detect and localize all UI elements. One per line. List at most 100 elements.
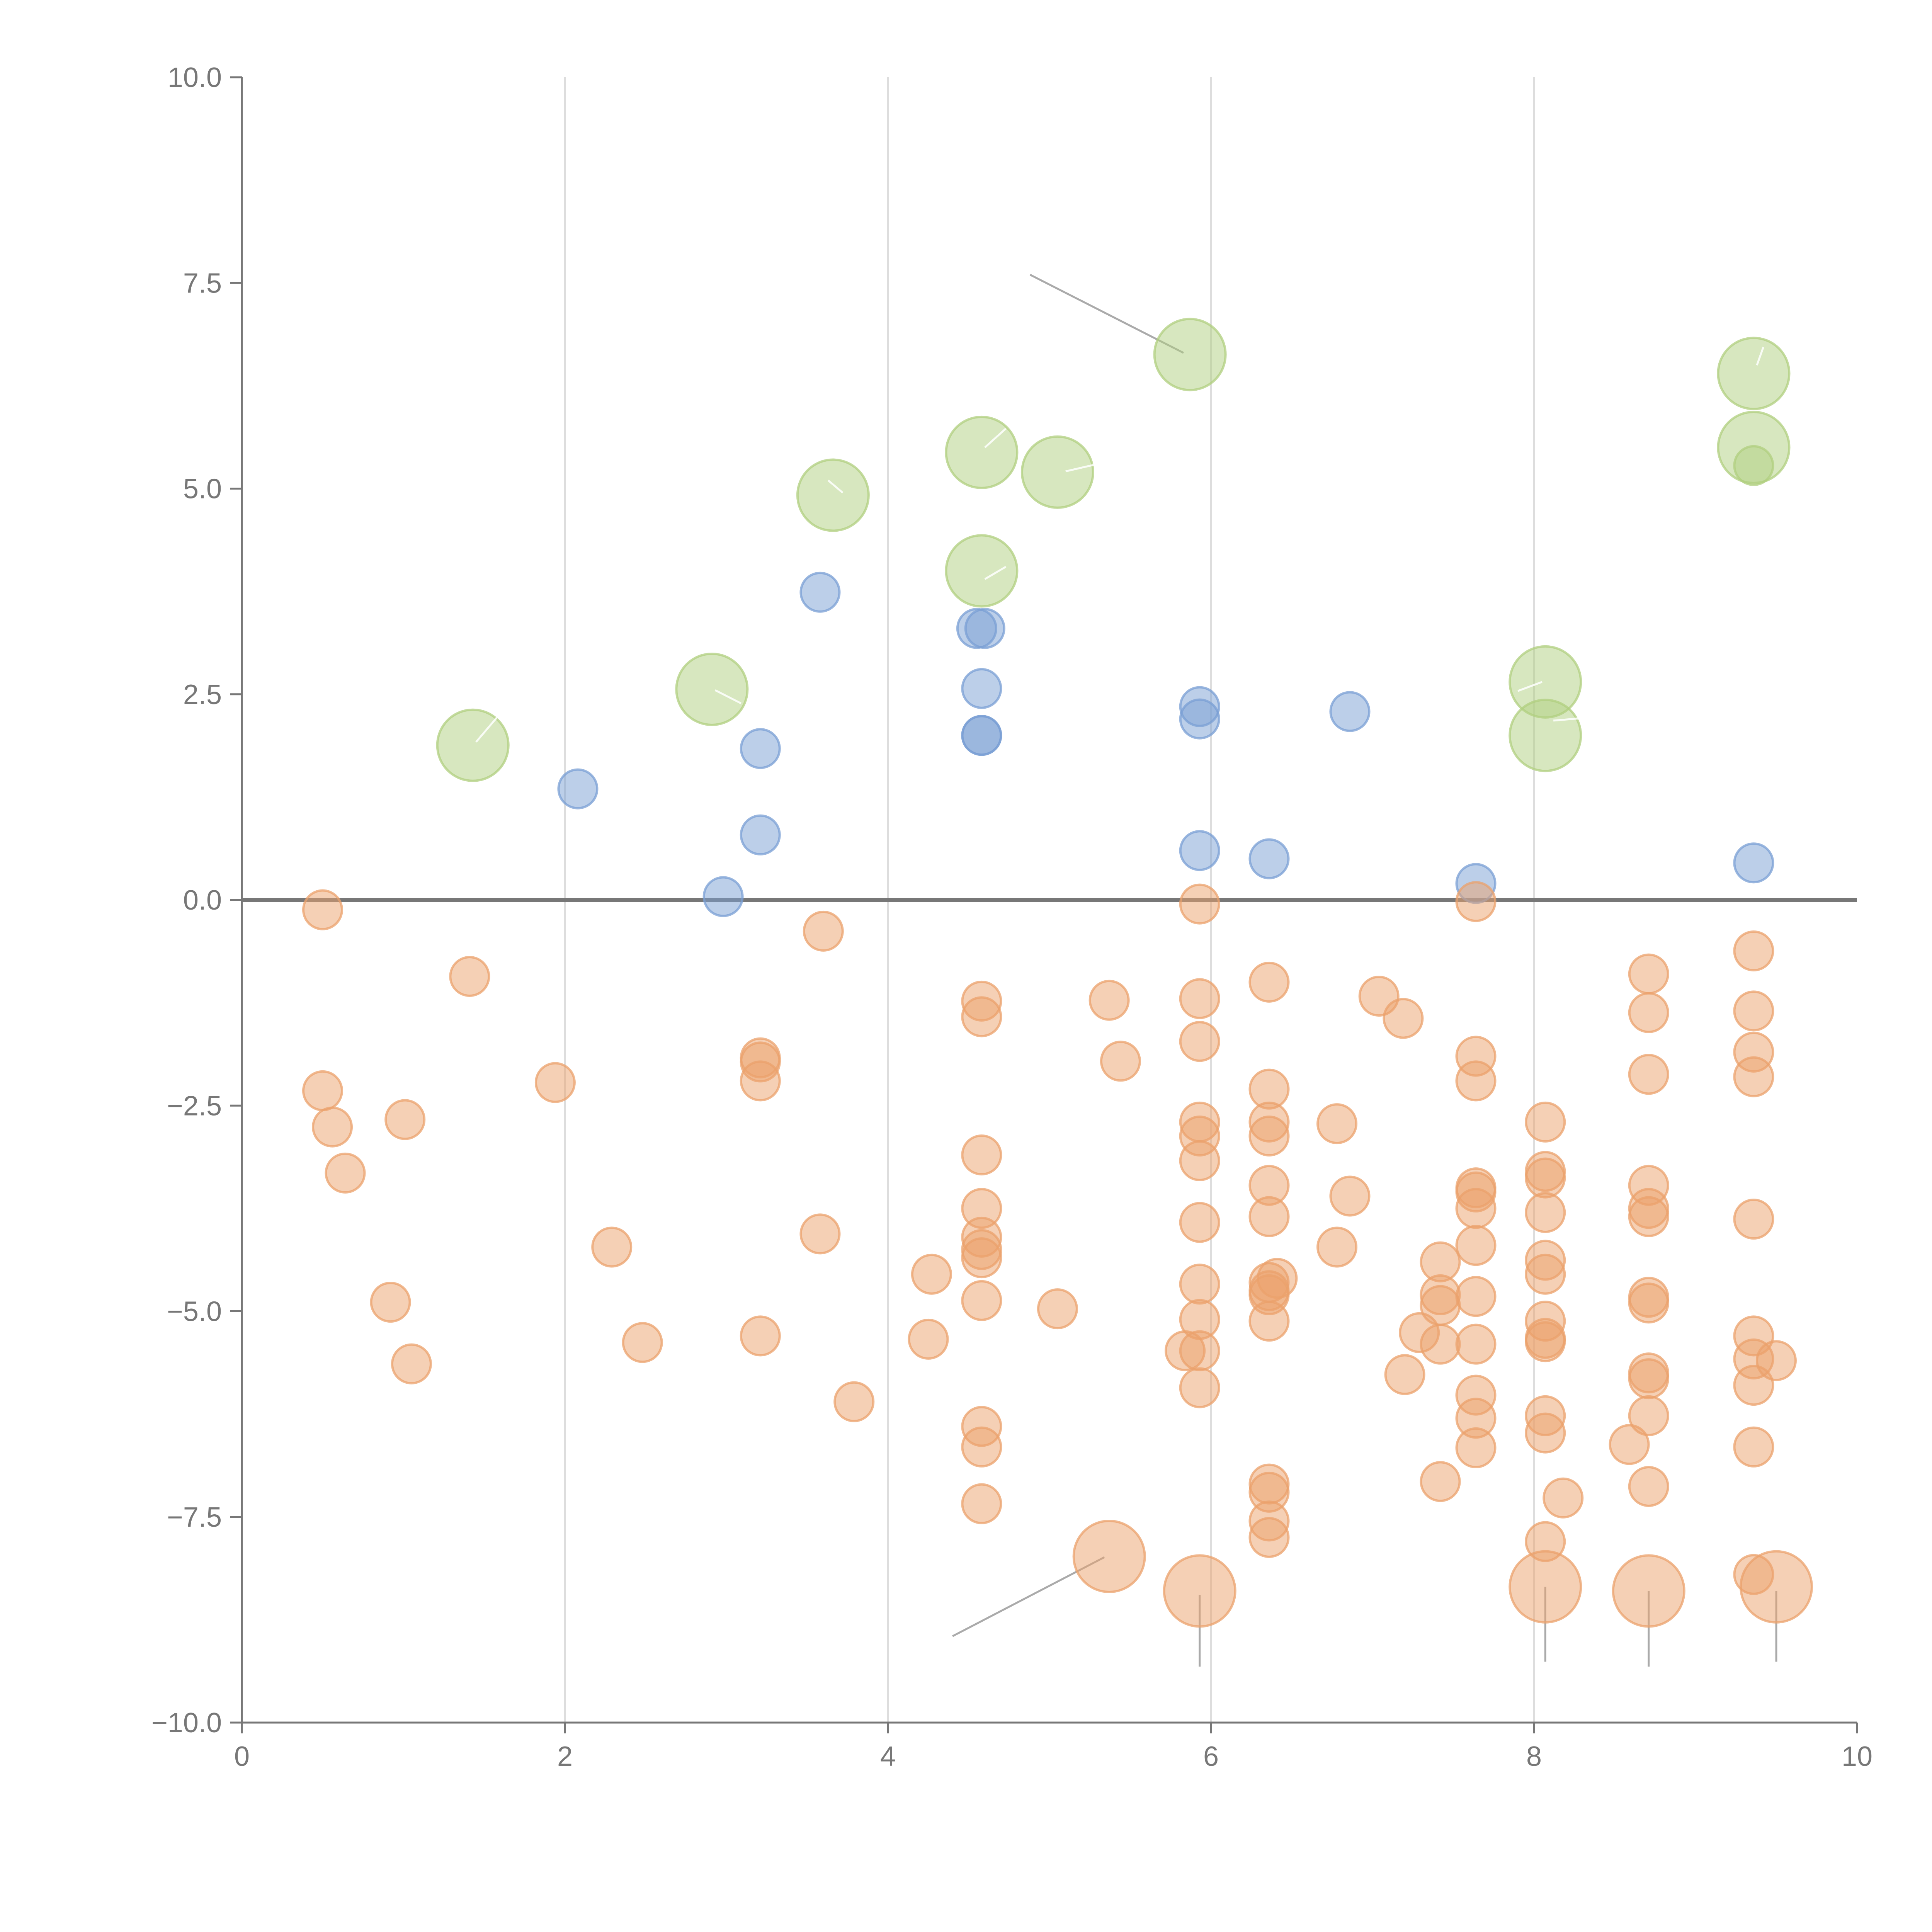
data-point-positive[interactable] <box>557 768 599 810</box>
data-point-negative[interactable] <box>1455 1060 1497 1102</box>
data-point-negative[interactable] <box>534 1062 576 1103</box>
data-point-negative[interactable] <box>799 1213 841 1255</box>
data-point-negative[interactable] <box>1248 961 1290 1003</box>
data-point-negative[interactable] <box>591 1226 633 1268</box>
data-point-negative[interactable] <box>803 910 844 952</box>
data-point-negative[interactable] <box>961 1280 1002 1321</box>
data-point-negative[interactable] <box>1756 1340 1797 1381</box>
data-point-negative[interactable] <box>1628 1054 1669 1095</box>
data-point-positive[interactable] <box>1179 830 1220 871</box>
data-point-negative[interactable] <box>1100 1041 1141 1082</box>
data-point-negative[interactable] <box>908 1318 949 1360</box>
data-point-negative[interactable] <box>1179 1202 1220 1243</box>
data-point-negative[interactable] <box>1455 1188 1497 1229</box>
data-point-negative[interactable] <box>1248 1196 1290 1237</box>
data-point-negative[interactable] <box>1628 1196 1669 1237</box>
data-point-negative[interactable] <box>1179 978 1220 1019</box>
data-point-negative[interactable] <box>622 1322 663 1363</box>
data-point-negative[interactable] <box>1525 1253 1566 1295</box>
data-point-negative[interactable] <box>1733 1056 1774 1097</box>
data-point-negative[interactable] <box>312 1106 353 1148</box>
data-point-negative[interactable] <box>1037 1288 1078 1330</box>
data-point-negative-outliers[interactable] <box>1509 1550 1582 1624</box>
data-point-negative[interactable] <box>1179 1140 1220 1181</box>
data-point-highlight[interactable] <box>1153 318 1227 391</box>
data-point-positive[interactable] <box>1248 838 1290 879</box>
data-point-positive[interactable] <box>964 608 1005 649</box>
data-point-negative[interactable] <box>1733 930 1774 971</box>
data-point-positive[interactable] <box>1329 691 1371 732</box>
data-point-negative[interactable] <box>1455 1276 1497 1317</box>
data-point-negative[interactable] <box>302 1070 343 1111</box>
data-point-negative[interactable] <box>740 1315 781 1357</box>
data-point-negative[interactable] <box>1525 1321 1566 1362</box>
data-point-negative[interactable] <box>1316 1103 1358 1145</box>
data-point-negative[interactable] <box>1543 1477 1584 1519</box>
data-point-negative[interactable] <box>1179 883 1220 925</box>
data-point-negative[interactable] <box>1525 1157 1566 1199</box>
data-point-negative-outliers[interactable] <box>1612 1554 1685 1628</box>
data-point-positive[interactable] <box>1733 842 1774 884</box>
data-point-negative[interactable] <box>1179 1264 1220 1305</box>
data-point-negative[interactable] <box>961 996 1002 1037</box>
data-point-negative[interactable] <box>391 1343 432 1384</box>
data-point-highlight[interactable] <box>1717 337 1791 410</box>
data-point-negative-outliers[interactable] <box>1072 1519 1146 1593</box>
data-point-highlight[interactable] <box>675 652 749 726</box>
data-point-negative[interactable] <box>1088 980 1130 1021</box>
data-point-negative[interactable] <box>1609 1424 1650 1465</box>
data-point-negative[interactable] <box>1628 1358 1669 1400</box>
data-point-negative[interactable] <box>1628 1282 1669 1324</box>
data-point-negative[interactable] <box>370 1282 411 1323</box>
data-point-negative[interactable] <box>833 1381 875 1422</box>
data-point-positive[interactable] <box>961 715 1002 756</box>
data-point-negative[interactable] <box>1420 1461 1461 1502</box>
data-point-negative[interactable] <box>1383 998 1424 1039</box>
data-point-highlight[interactable] <box>436 708 510 782</box>
data-point-negative[interactable] <box>1316 1226 1358 1268</box>
data-point-negative[interactable] <box>1179 1367 1220 1408</box>
data-point-negative[interactable] <box>1329 1175 1371 1217</box>
data-point-negative[interactable] <box>1733 990 1774 1032</box>
data-point-negative[interactable] <box>1628 953 1669 995</box>
data-point-negative[interactable] <box>1179 1330 1220 1371</box>
data-point-highlight[interactable] <box>945 534 1019 608</box>
data-point-negative[interactable] <box>1455 1427 1497 1468</box>
data-point-highlight[interactable] <box>1509 699 1582 772</box>
data-point-highlight-inner[interactable] <box>1733 445 1774 486</box>
data-point-negative[interactable] <box>1733 1426 1774 1468</box>
data-point-negative[interactable] <box>961 1134 1002 1175</box>
data-point-negative[interactable] <box>1384 1354 1425 1395</box>
data-point-negative[interactable] <box>325 1152 366 1194</box>
data-point-negative[interactable] <box>1525 1412 1566 1454</box>
data-point-negative[interactable] <box>384 1099 426 1140</box>
data-point-negative[interactable] <box>449 956 490 997</box>
data-point-negative[interactable] <box>1628 1466 1669 1507</box>
data-point-negative[interactable] <box>1628 992 1669 1033</box>
data-point-negative[interactable] <box>1455 1225 1497 1266</box>
data-point-negative[interactable] <box>1525 1192 1566 1233</box>
data-point-negative[interactable] <box>1179 1021 1220 1062</box>
data-point-negative[interactable] <box>961 1237 1002 1279</box>
data-point-highlight[interactable] <box>1020 435 1094 509</box>
data-point-negative[interactable] <box>1248 1116 1290 1157</box>
data-point-negative[interactable] <box>1420 1285 1461 1326</box>
data-point-positive[interactable] <box>961 668 1002 709</box>
data-point-negative-outliers[interactable] <box>1163 1554 1236 1628</box>
data-point-negative[interactable] <box>1455 1323 1497 1365</box>
data-point-highlight[interactable] <box>945 415 1019 489</box>
data-point-negative[interactable] <box>740 1060 781 1102</box>
data-point-negative[interactable] <box>1525 1101 1566 1143</box>
data-point-negative[interactable] <box>961 1483 1002 1524</box>
data-point-negative[interactable] <box>1455 881 1497 922</box>
data-point-negative[interactable] <box>961 1426 1002 1468</box>
data-point-negative[interactable] <box>1733 1199 1774 1240</box>
data-point-positive[interactable] <box>799 571 841 613</box>
data-point-negative[interactable] <box>1420 1323 1461 1365</box>
data-point-negative[interactable] <box>302 889 343 930</box>
data-point-negative[interactable] <box>1248 1301 1290 1342</box>
data-point-positive[interactable] <box>702 876 744 917</box>
data-point-negative[interactable] <box>911 1253 952 1295</box>
data-point-positive[interactable] <box>740 728 781 769</box>
data-point-negative[interactable] <box>1248 1517 1290 1558</box>
